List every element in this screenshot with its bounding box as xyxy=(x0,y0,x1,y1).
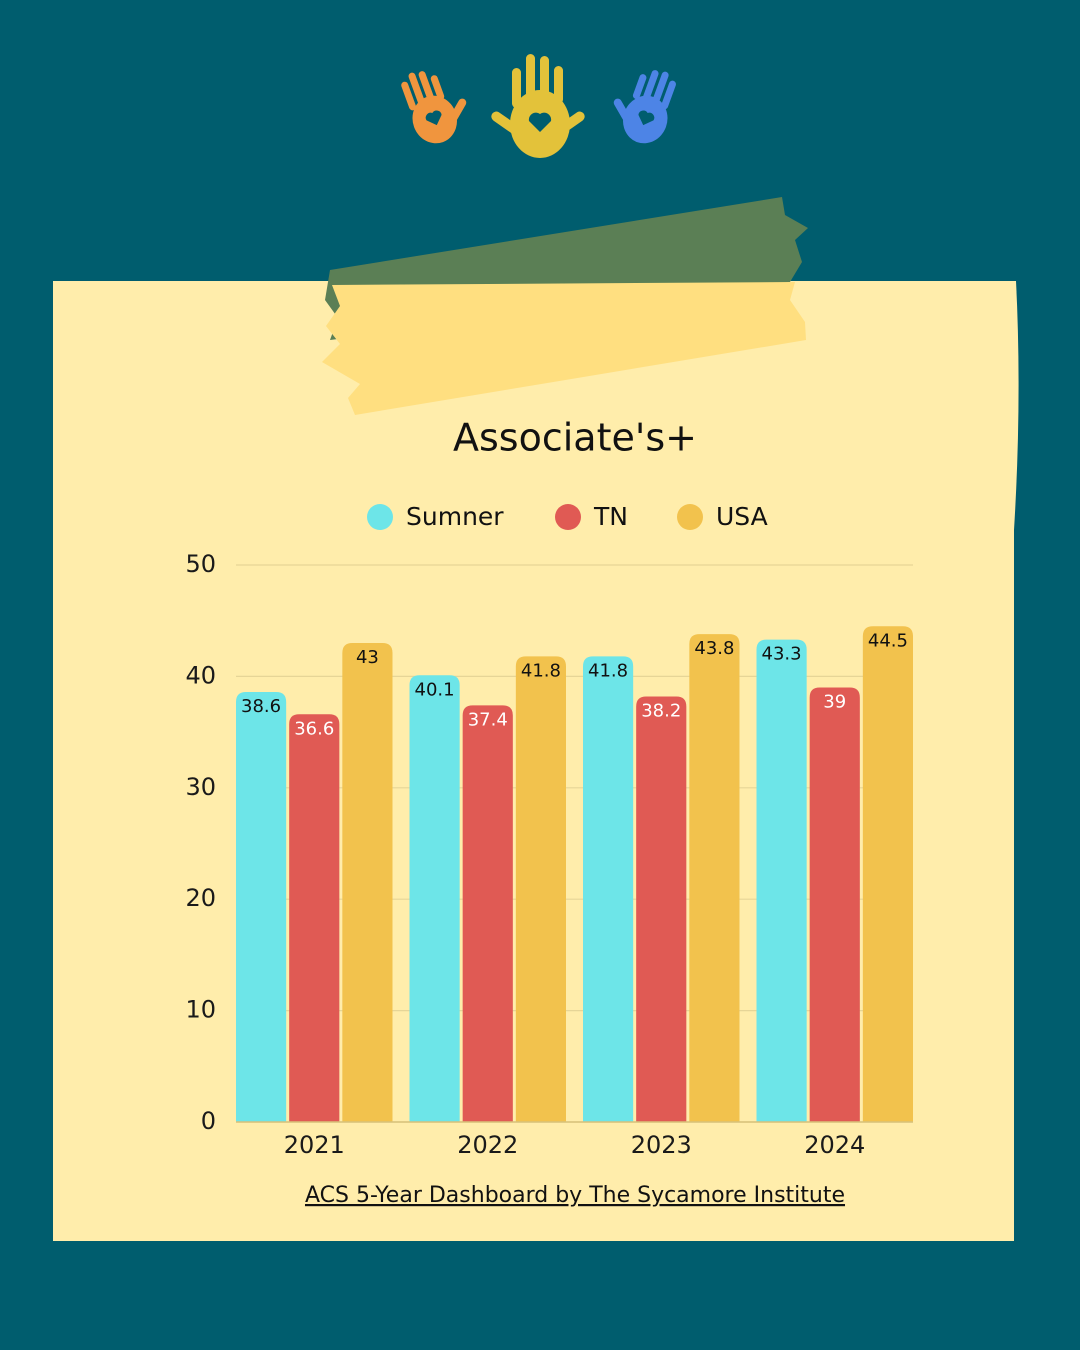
value-label: 39 xyxy=(823,692,846,713)
legend-label: Sumner xyxy=(406,502,504,531)
value-label: 44.5 xyxy=(868,630,908,651)
bar xyxy=(515,656,566,1122)
bar xyxy=(809,687,860,1122)
value-label: 41.8 xyxy=(588,660,628,681)
legend-marker xyxy=(677,504,703,530)
x-tick-label: 2022 xyxy=(457,1131,518,1159)
y-tick-label: 0 xyxy=(201,1107,216,1135)
value-label: 41.8 xyxy=(521,660,561,681)
chart-title: Associate's+ xyxy=(453,416,697,460)
value-label: 43.3 xyxy=(762,644,802,665)
bar xyxy=(636,696,687,1122)
bar xyxy=(862,626,913,1122)
x-tick-label: 2021 xyxy=(284,1131,345,1159)
bar xyxy=(462,705,513,1122)
y-tick-label: 30 xyxy=(185,773,216,801)
bar xyxy=(342,642,393,1122)
bar xyxy=(236,691,287,1122)
y-tick-label: 20 xyxy=(185,884,216,912)
legend-label: USA xyxy=(716,502,768,531)
x-tick-label: 2024 xyxy=(804,1131,865,1159)
value-label: 38.6 xyxy=(241,696,281,717)
y-tick-label: 40 xyxy=(185,661,216,689)
value-label: 43.8 xyxy=(694,638,734,659)
value-label: 43 xyxy=(356,647,379,668)
value-label: 40.1 xyxy=(415,679,455,700)
source-link[interactable]: ACS 5-Year Dashboard by The Sycamore Ins… xyxy=(305,1183,845,1208)
handprints xyxy=(401,54,676,158)
bar xyxy=(756,639,807,1122)
bar xyxy=(689,634,740,1122)
bar xyxy=(583,656,634,1122)
y-tick-label: 10 xyxy=(185,996,216,1024)
legend-marker xyxy=(555,504,581,530)
bar xyxy=(409,675,460,1122)
value-label: 38.2 xyxy=(641,700,681,721)
bar xyxy=(289,714,340,1122)
value-label: 36.6 xyxy=(294,718,334,739)
tape-yellow xyxy=(322,282,806,415)
value-label: 37.4 xyxy=(468,709,508,730)
y-tick-label: 50 xyxy=(185,550,216,578)
legend-marker xyxy=(367,504,393,530)
legend-label: TN xyxy=(593,502,628,531)
x-tick-label: 2023 xyxy=(631,1131,692,1159)
